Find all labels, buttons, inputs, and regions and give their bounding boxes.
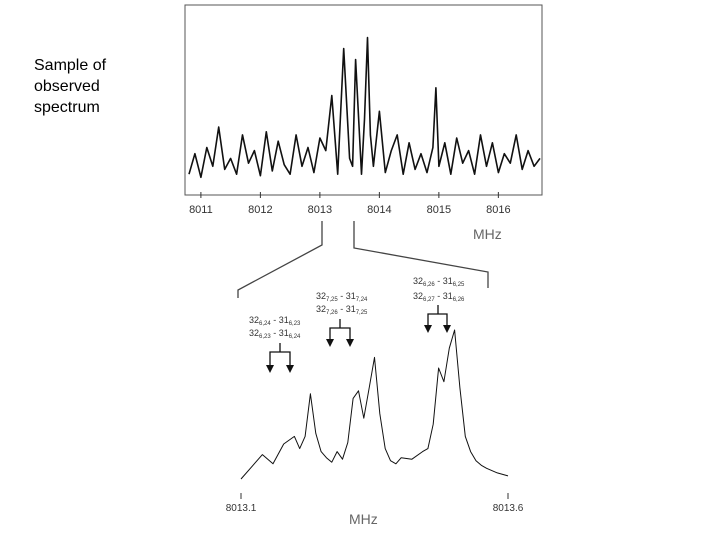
annotation-2: 326,23 - 316,24 (249, 328, 301, 340)
top-chart-tick-label-2: 8012 (248, 204, 272, 216)
arrowhead-1a (266, 365, 274, 373)
top-chart-frame (184, 4, 543, 196)
top-chart-marks: 8011 8012 8013 8014 8015 8016 (188, 36, 541, 216)
annotation-3: 327,25 - 317,24 (316, 291, 368, 303)
arrowhead-2b (346, 339, 354, 347)
annotation-6: 326,27 - 316,26 (413, 291, 465, 303)
top-chart-tick-label-6: 8016 (486, 204, 510, 216)
top-chart-tick-label-3: 8013 (308, 204, 332, 216)
caption-line-1: Sample of (34, 57, 107, 74)
zoom-connector-left (237, 221, 323, 298)
arrowhead-3b (443, 325, 451, 333)
caption-line-3: spectrum (34, 99, 100, 116)
annotation-4: 327,26 - 317,25 (316, 304, 368, 316)
arrowhead-1b (286, 365, 294, 373)
bottom-chart-tick-label-1: 8013.1 (226, 503, 257, 514)
caption: Sample of observed spectrum (34, 55, 144, 118)
top-chart-tick-label-5: 8015 (427, 204, 451, 216)
caption-line-2: observed (34, 78, 100, 95)
bottom-chart-tick-label-2: 8013.6 (493, 503, 524, 514)
top-chart-spectrum-line (188, 36, 541, 179)
bottom-chart-marks: 8013.1 8013.6 (226, 329, 524, 514)
annotation-5: 326,26 - 316,25 (413, 276, 465, 288)
top-chart-tick-label-1: 8011 (189, 204, 213, 216)
bracket-arrow-1 (269, 351, 291, 367)
bottom-x-axis-label: MHz (349, 511, 378, 527)
top-x-axis-label: MHz (473, 226, 502, 242)
arrowhead-3a (424, 325, 432, 333)
zoom-connector-right (353, 221, 489, 288)
arrowhead-2a (326, 339, 334, 347)
annotation-1: 326,24 - 316,23 (249, 315, 301, 327)
top-chart-tick-label-4: 8014 (367, 204, 391, 216)
bottom-chart-spectrum-line (240, 329, 509, 480)
